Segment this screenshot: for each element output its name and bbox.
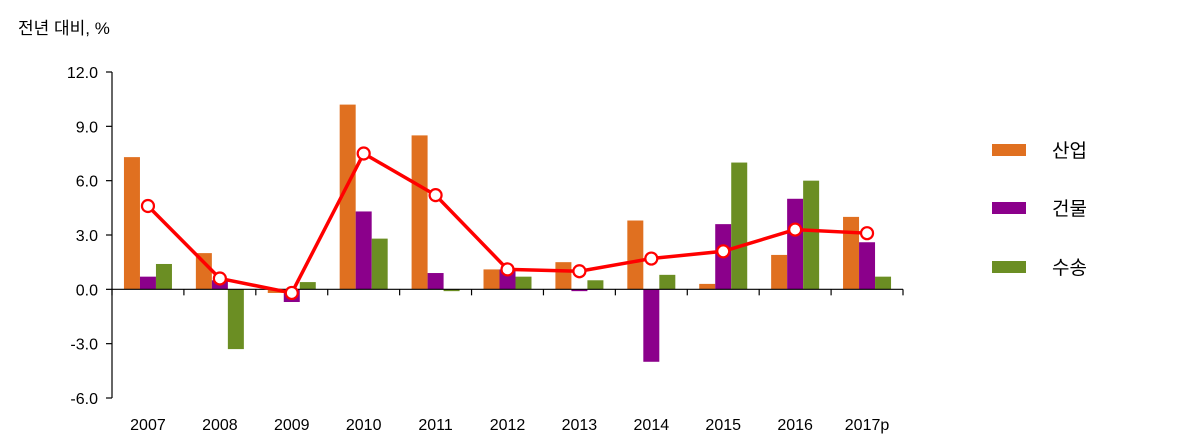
trend-point-2011 bbox=[428, 188, 443, 203]
y-tick-label: 0.0 bbox=[76, 282, 98, 299]
line-layer bbox=[140, 146, 875, 301]
bar-건물-2017p bbox=[859, 242, 876, 290]
bar-산업-2010 bbox=[339, 104, 356, 290]
y-tick-label: 3.0 bbox=[76, 228, 98, 245]
bar-산업-2007 bbox=[123, 157, 140, 290]
x-tick-label: 2014 bbox=[634, 417, 670, 434]
legend-label: 수송 bbox=[1052, 257, 1087, 279]
bar-수송-2017p bbox=[875, 276, 892, 290]
legend-swatch bbox=[992, 261, 1026, 273]
bar-수송-2014 bbox=[659, 274, 676, 290]
trend-point-2012 bbox=[500, 262, 515, 277]
y-tick-label: 9.0 bbox=[76, 119, 98, 136]
trend-point-2007 bbox=[140, 198, 156, 214]
bar-건물-2013 bbox=[571, 289, 588, 292]
axes-layer: 12.0 9.0 6.0 3.0 0.0 -3.0 -6.0 2007 2008 2009 2010… bbox=[67, 65, 904, 434]
bars-layer bbox=[123, 104, 892, 362]
bar-수송-2015 bbox=[731, 162, 748, 290]
x-tick-label: 2012 bbox=[490, 417, 526, 434]
x-tick-label: 2010 bbox=[346, 417, 382, 434]
bar-산업-2012 bbox=[483, 269, 500, 290]
x-tick-label: 2016 bbox=[777, 417, 813, 434]
trend-point-2016 bbox=[788, 222, 803, 237]
bar-건물-2010 bbox=[355, 211, 372, 290]
bar-산업-2016 bbox=[771, 254, 788, 290]
trend-point-2014 bbox=[644, 251, 659, 266]
x-tick-label: 2011 bbox=[418, 417, 453, 434]
y-tick-label: 6.0 bbox=[76, 174, 98, 191]
trend-point-2015 bbox=[716, 244, 731, 259]
trend-point-2010 bbox=[356, 146, 371, 161]
bar-수송-2007 bbox=[155, 263, 172, 290]
x-tick-label: 2008 bbox=[202, 417, 238, 434]
x-tick-label: 2009 bbox=[274, 417, 310, 434]
bar-수송-2009 bbox=[299, 282, 316, 290]
legend-swatch bbox=[992, 144, 1026, 156]
bar-수송-2012 bbox=[515, 276, 532, 290]
bar-산업-2008 bbox=[195, 253, 212, 290]
bar-산업-2013 bbox=[555, 262, 572, 290]
bar-건물-2011 bbox=[427, 273, 444, 290]
bar-건물-2016 bbox=[787, 198, 804, 290]
bar-산업-2015 bbox=[699, 283, 716, 290]
x-tick-label: 2007 bbox=[130, 417, 166, 434]
bar-건물-2014 bbox=[643, 289, 660, 362]
y-tick-label: -6.0 bbox=[70, 391, 98, 408]
x-tick-label: 2017p bbox=[845, 417, 890, 434]
bar-산업-2014 bbox=[627, 220, 644, 290]
bar-수송-2016 bbox=[803, 180, 820, 290]
y-tick-label: 12.0 bbox=[67, 65, 98, 82]
y-tick-label: -3.0 bbox=[70, 337, 98, 354]
trend-point-2013 bbox=[572, 264, 587, 279]
trend-point-2009 bbox=[284, 285, 299, 301]
x-tick-label: 2015 bbox=[705, 417, 741, 434]
bar-수송-2011 bbox=[443, 289, 460, 292]
bar-수송-2013 bbox=[587, 280, 604, 290]
legend-label: 산업 bbox=[1052, 140, 1087, 162]
trend-point-2017p bbox=[859, 226, 875, 241]
y-axis-title: 전년 대비, % bbox=[18, 19, 110, 38]
bar-산업-2017p bbox=[843, 216, 860, 290]
legend-swatch bbox=[992, 202, 1026, 214]
x-tick-label: 2013 bbox=[562, 417, 598, 434]
legend-label: 건물 bbox=[1052, 198, 1087, 220]
bar-산업-2011 bbox=[411, 135, 428, 290]
trend-point-2008 bbox=[212, 271, 227, 286]
bar-수송-2010 bbox=[371, 238, 388, 290]
bar-건물-2007 bbox=[139, 276, 156, 290]
bar-수송-2008 bbox=[227, 289, 244, 350]
